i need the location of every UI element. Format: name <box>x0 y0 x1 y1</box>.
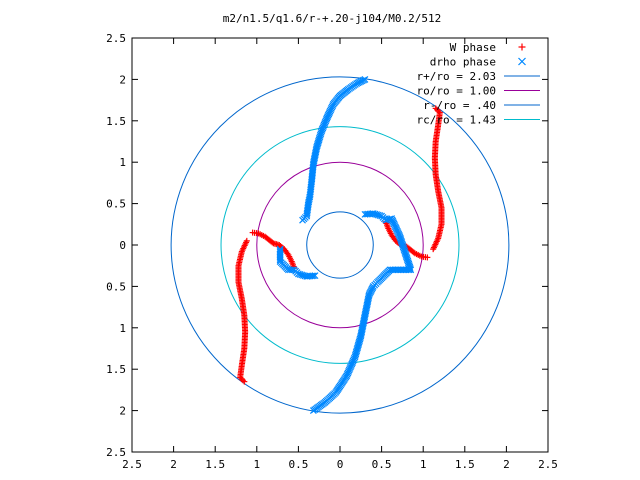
legend-label: drho phase <box>430 56 496 69</box>
data-points <box>235 75 445 415</box>
y-tick-label: 2.5 <box>106 446 126 459</box>
legend-marker-sample <box>518 57 526 66</box>
y-tick-label: 0 <box>119 239 126 252</box>
w-phase-point <box>434 106 441 113</box>
w-phase-point <box>241 378 248 385</box>
y-tick-label: 0.5 <box>106 280 126 293</box>
drho-phase-point <box>376 212 384 219</box>
legend-marker-sample <box>518 43 526 51</box>
w-phase-point <box>436 109 443 116</box>
x-tick-label: 1 <box>253 458 260 471</box>
y-tick-label: 1 <box>119 322 126 335</box>
y-tick-label: 1 <box>119 156 126 169</box>
y-tick-label: 2 <box>119 73 126 86</box>
axis-ticks: 2.5 2 1.5 1 0.5 0 0.5 1 1.5 2 2.52.521.510.500.511… <box>106 32 558 471</box>
y-tick-label: 2.5 <box>106 32 126 45</box>
circle-r-line <box>170 76 510 414</box>
legend-label: rc/ro = 1.43 <box>417 114 496 127</box>
legend-label: r+/ro = 2.03 <box>417 70 496 83</box>
circle-rc-line <box>220 126 460 364</box>
y-tick-label: 1.5 <box>106 115 126 128</box>
legend-label: W phase <box>450 41 496 54</box>
w-phase-point <box>435 108 442 115</box>
drho-phase-point <box>309 407 317 415</box>
w-phase-point <box>269 239 276 246</box>
drho-phase-point <box>276 245 284 253</box>
chart-title: m2/n1.5/q1.6/r-+.20-j104/M0.2/512 <box>223 12 442 25</box>
x-tick-label: 1.5 <box>455 458 475 471</box>
y-tick-label: 1.5 <box>106 363 126 376</box>
drho-phase-point <box>296 271 304 278</box>
y-tick-label: 2 <box>119 405 126 418</box>
drho-phase-point <box>299 216 306 224</box>
w-phase-point <box>239 377 246 384</box>
circle-ro-line <box>256 161 424 329</box>
w-phase-point <box>238 375 245 382</box>
x-tick-label: 2 <box>503 458 510 471</box>
legend-label: r-/ro = .40 <box>423 99 496 112</box>
x-tick-label: 0.5 <box>372 458 392 471</box>
drho-phase-point <box>276 248 284 256</box>
reference-circles <box>170 76 510 414</box>
x-tick-label: 2 <box>170 458 177 471</box>
x-tick-label: 2.5 <box>538 458 558 471</box>
legend-label: ro/ro = 1.00 <box>417 85 496 98</box>
x-tick-label: 1.5 <box>205 458 225 471</box>
w-phase-point <box>237 374 244 381</box>
drho-phase-point <box>276 247 284 255</box>
y-tick-label: 0.5 <box>106 198 126 211</box>
w-phase-point <box>432 105 439 112</box>
x-tick-label: 1 <box>420 458 427 471</box>
x-tick-label: 0 <box>337 458 344 471</box>
circle-r-line <box>306 211 374 279</box>
x-tick-label: 2.5 <box>122 458 142 471</box>
x-tick-label: 0.5 <box>288 458 308 471</box>
